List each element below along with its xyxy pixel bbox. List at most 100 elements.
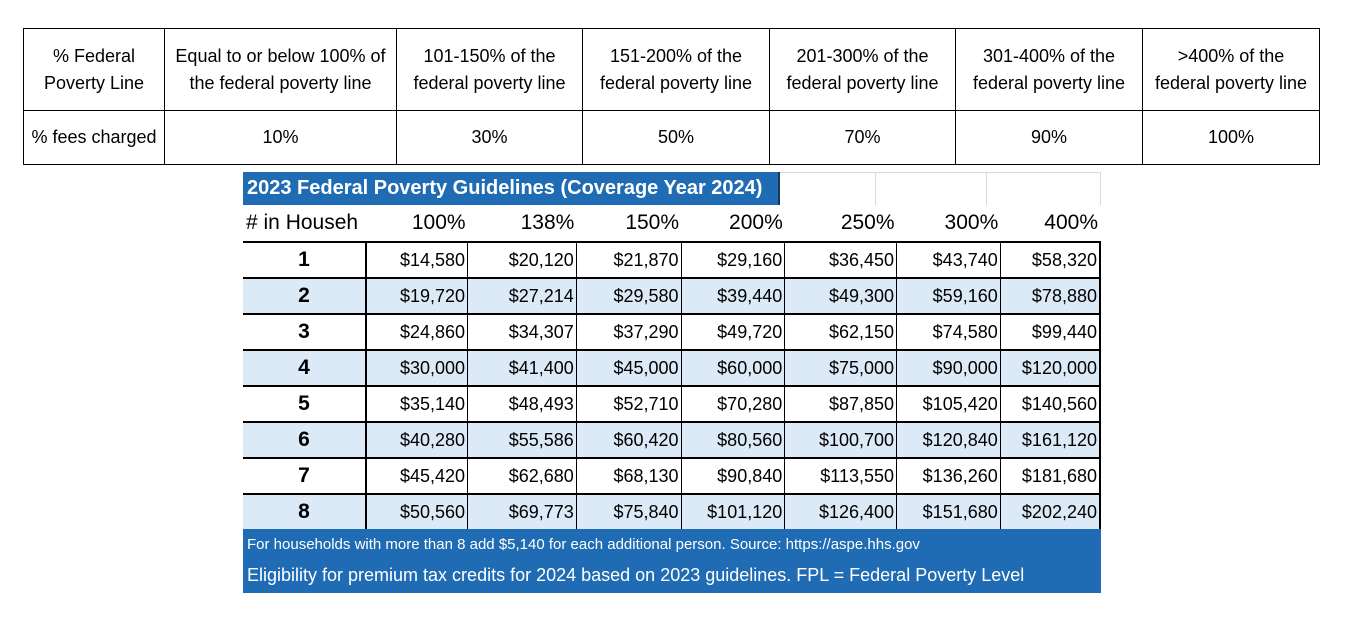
- percent-column-header: 138%: [467, 205, 577, 243]
- income-cell: $99,440: [1000, 314, 1101, 351]
- household-size-cell: 5: [243, 386, 367, 423]
- income-cell: $60,420: [576, 422, 682, 459]
- income-cell: $59,160: [896, 278, 1001, 315]
- income-cell: $74,580: [896, 314, 1001, 351]
- income-cell: $40,280: [365, 422, 469, 459]
- table-row: 7 $45,420 $62,680 $68,130 $90,840 $113,5…: [243, 458, 1101, 495]
- fee-percent-cell: 10%: [164, 110, 397, 165]
- income-cell: $30,000: [365, 350, 469, 387]
- income-cell: $136,260: [896, 458, 1001, 495]
- income-cell: $39,440: [681, 278, 786, 315]
- income-cell: $52,710: [576, 386, 682, 423]
- income-cell: $48,493: [467, 386, 577, 423]
- income-cell: $120,000: [1000, 350, 1101, 387]
- income-cell: $49,720: [681, 314, 786, 351]
- poverty-guidelines-table: # in Househ 100% 138% 150% 200% 250% 300…: [243, 205, 1101, 531]
- table-row: 4 $30,000 $41,400 $45,000 $60,000 $75,00…: [243, 350, 1101, 387]
- income-cell: $35,140: [365, 386, 469, 423]
- income-cell: $202,240: [1000, 494, 1101, 531]
- income-cell: $161,120: [1000, 422, 1101, 459]
- fee-row-label: % Federal Poverty Line: [23, 28, 165, 111]
- household-size-cell: 8: [243, 494, 367, 531]
- household-size-header: # in Househ: [243, 205, 366, 243]
- income-cell: $37,290: [576, 314, 682, 351]
- income-cell: $78,880: [1000, 278, 1101, 315]
- household-size-cell: 7: [243, 458, 367, 495]
- income-cell: $101,120: [681, 494, 786, 531]
- income-cell: $20,120: [467, 242, 577, 279]
- fee-bracket-cell: >400% of the federal poverty line: [1142, 28, 1320, 111]
- income-cell: $181,680: [1000, 458, 1101, 495]
- household-size-cell: 1: [243, 242, 367, 279]
- income-cell: $55,586: [467, 422, 577, 459]
- income-cell: $90,000: [896, 350, 1001, 387]
- percent-column-header: 250%: [784, 205, 897, 243]
- fee-bracket-cell: 101-150% of the federal poverty line: [396, 28, 583, 111]
- cell-gridline: [986, 173, 987, 205]
- income-cell: $50,560: [365, 494, 469, 531]
- household-size-cell: 2: [243, 278, 367, 315]
- income-cell: $87,850: [784, 386, 898, 423]
- table-row: 1 $14,580 $20,120 $21,870 $29,160 $36,45…: [243, 242, 1101, 279]
- empty-header-cells: [780, 172, 1101, 205]
- income-cell: $29,160: [681, 242, 786, 279]
- income-cell: $62,680: [467, 458, 577, 495]
- income-cell: $140,560: [1000, 386, 1101, 423]
- percent-column-header: 400%: [1000, 205, 1100, 243]
- poverty-guidelines-panel: 2023 Federal Poverty Guidelines (Coverag…: [243, 172, 1101, 593]
- income-cell: $45,000: [576, 350, 682, 387]
- income-cell: $70,280: [681, 386, 786, 423]
- income-cell: $29,580: [576, 278, 682, 315]
- fee-percent-cell: 30%: [396, 110, 583, 165]
- cell-gridline: [875, 173, 876, 205]
- income-cell: $34,307: [467, 314, 577, 351]
- household-size-cell: 4: [243, 350, 367, 387]
- table-row: 6 $40,280 $55,586 $60,420 $80,560 $100,7…: [243, 422, 1101, 459]
- income-cell: $41,400: [467, 350, 577, 387]
- poverty-guidelines-footer: For households with more than 8 add $5,1…: [243, 529, 1101, 593]
- income-cell: $62,150: [784, 314, 898, 351]
- income-cell: $58,320: [1000, 242, 1101, 279]
- table-row: 2 $19,720 $27,214 $29,580 $39,440 $49,30…: [243, 278, 1101, 315]
- fee-percent-cell: 90%: [955, 110, 1143, 165]
- fee-schedule-table: % Federal Poverty Line Equal to or below…: [23, 28, 1320, 165]
- income-cell: $113,550: [784, 458, 898, 495]
- income-cell: $21,870: [576, 242, 682, 279]
- fee-bracket-cell: 151-200% of the federal poverty line: [582, 28, 770, 111]
- income-cell: $45,420: [365, 458, 469, 495]
- income-cell: $75,000: [784, 350, 898, 387]
- income-cell: $105,420: [896, 386, 1001, 423]
- fee-header-row: % Federal Poverty Line Equal to or below…: [23, 28, 1320, 111]
- table-row: 8 $50,560 $69,773 $75,840 $101,120 $126,…: [243, 494, 1101, 531]
- income-cell: $75,840: [576, 494, 682, 531]
- income-cell: $100,700: [784, 422, 898, 459]
- fee-percent-cell: 50%: [582, 110, 770, 165]
- income-cell: $151,680: [896, 494, 1001, 531]
- income-cell: $80,560: [681, 422, 786, 459]
- fee-value-row: % fees charged 10% 30% 50% 70% 90% 100%: [23, 110, 1320, 165]
- household-size-cell: 3: [243, 314, 367, 351]
- income-cell: $43,740: [896, 242, 1001, 279]
- income-cell: $120,840: [896, 422, 1001, 459]
- income-cell: $90,840: [681, 458, 786, 495]
- percent-column-header: 100%: [365, 205, 468, 243]
- fee-bracket-cell: 201-300% of the federal poverty line: [769, 28, 956, 111]
- fee-percent-cell: 100%: [1142, 110, 1320, 165]
- table-row: 3 $24,860 $34,307 $37,290 $49,720 $62,15…: [243, 314, 1101, 351]
- income-cell: $68,130: [576, 458, 682, 495]
- income-cell: $126,400: [784, 494, 898, 531]
- income-cell: $36,450: [784, 242, 898, 279]
- income-cell: $24,860: [365, 314, 469, 351]
- income-cell: $14,580: [365, 242, 469, 279]
- fee-row-label: % fees charged: [23, 110, 165, 165]
- income-cell: $19,720: [365, 278, 469, 315]
- income-cell: $27,214: [467, 278, 577, 315]
- eligibility-note: Eligibility for premium tax credits for …: [247, 565, 1025, 585]
- fee-bracket-cell: 301-400% of the federal poverty line: [955, 28, 1143, 111]
- income-cell: $69,773: [467, 494, 577, 531]
- fee-bracket-cell: Equal to or below 100% of the federal po…: [164, 28, 397, 111]
- poverty-guidelines-title-bar: 2023 Federal Poverty Guidelines (Coverag…: [243, 172, 1101, 205]
- income-cell: $60,000: [681, 350, 786, 387]
- table-row: 5 $35,140 $48,493 $52,710 $70,280 $87,85…: [243, 386, 1101, 423]
- percent-column-header: 300%: [896, 205, 1001, 243]
